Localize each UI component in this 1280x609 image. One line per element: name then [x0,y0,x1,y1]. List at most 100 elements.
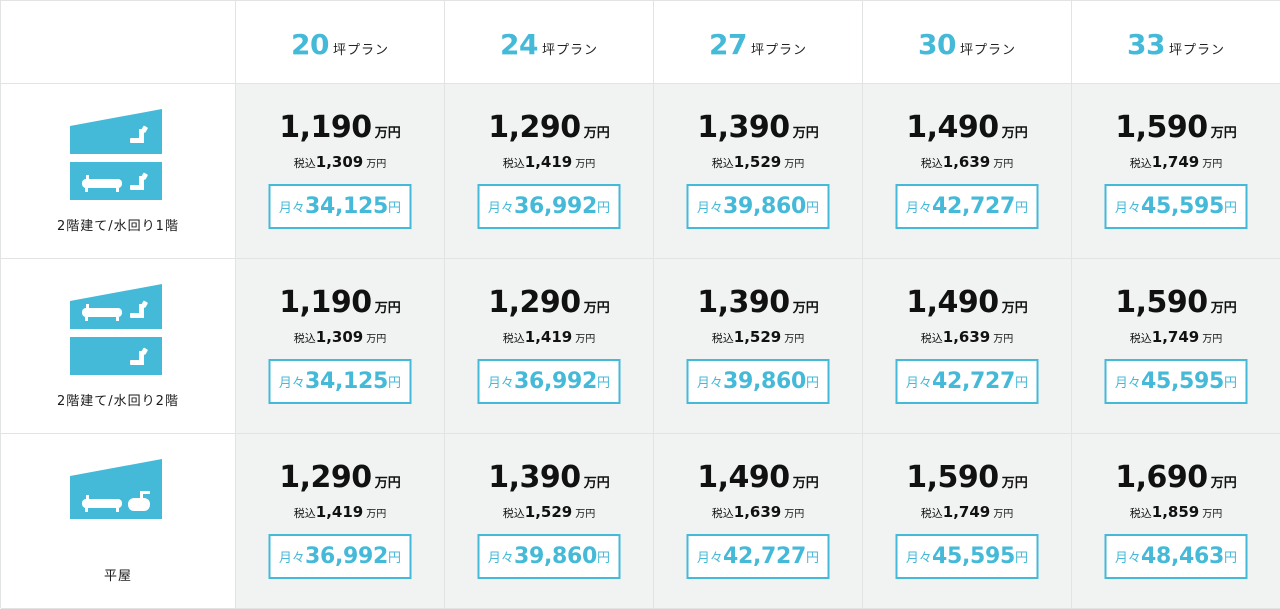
tax-price: 1,419 [315,503,364,521]
tax-price: 1,859 [1151,503,1200,521]
monthly-prefix: 月々 [905,551,932,566]
price-cell: 1,590 万円 税込1,749 万円 月々 45,595 円 [863,434,1072,609]
price-value: 1,390 [488,460,581,495]
two-story-wet-area-first-floor-icon [70,109,162,200]
price-cell: 1,290 万円 税込1,419 万円 月々 36,992 円 [445,259,654,434]
price-unit: 万円 [1001,476,1028,491]
tax-unit: 万円 [1202,509,1223,520]
plan-size: 20 [291,28,329,61]
monthly-amount: 42,727 [931,194,1016,219]
price-unit: 万円 [1210,476,1237,491]
price-unit: 万円 [792,126,819,141]
price-unit: 万円 [374,476,401,491]
monthly-amount: 42,727 [931,369,1016,394]
monthly-unit: 円 [1015,201,1029,216]
tax-price: 1,309 [315,153,364,171]
row-label-text: 平屋 [103,569,132,584]
monthly-prefix: 月々 [487,551,514,566]
tax-prefix: 税込 [1129,507,1152,520]
monthly-prefix: 月々 [1114,201,1141,216]
tax-price: 1,749 [942,503,991,521]
monthly-payment-box: 月々 45,595 円 [1104,184,1248,229]
price-value: 1,490 [697,460,790,495]
monthly-prefix: 月々 [696,376,723,391]
plan-header-20: 20 坪プラン [236,1,445,84]
tax-unit: 万円 [366,334,387,345]
monthly-payment-box: 月々 36,992 円 [477,359,621,404]
plan-unit: 坪プラン [1168,43,1225,58]
monthly-prefix: 月々 [905,376,932,391]
price-value: 1,290 [279,460,372,495]
plan-header-33: 33 坪プラン [1072,1,1280,84]
tax-prefix: 税込 [920,507,943,520]
monthly-payment-box: 月々 42,727 円 [686,534,830,579]
tax-unit: 万円 [575,334,596,345]
price-unit: 万円 [1001,301,1028,316]
single-story-house-icon [70,459,162,519]
monthly-amount: 39,860 [722,369,807,394]
tax-price: 1,639 [942,328,991,346]
tax-prefix: 税込 [711,332,734,345]
monthly-unit: 円 [806,376,820,391]
monthly-unit: 円 [388,376,402,391]
monthly-payment-box: 月々 39,860 円 [686,359,830,404]
price-value: 1,590 [1115,285,1208,320]
tax-prefix: 税込 [502,157,525,170]
price-value: 1,690 [1115,460,1208,495]
monthly-payment-box: 月々 39,860 円 [477,534,621,579]
plan-size: 30 [918,28,956,61]
monthly-prefix: 月々 [905,201,932,216]
price-unit: 万円 [583,476,610,491]
monthly-amount: 36,992 [513,194,598,219]
plan-header-27: 27 坪プラン [654,1,863,84]
price-unit: 万円 [1001,126,1028,141]
monthly-amount: 45,595 [931,544,1016,569]
tax-price: 1,419 [524,153,573,171]
monthly-unit: 円 [597,376,611,391]
monthly-amount: 36,992 [513,369,598,394]
monthly-payment-box: 月々 42,727 円 [895,359,1039,404]
price-cell: 1,490 万円 税込1,639 万円 月々 42,727 円 [654,434,863,609]
tax-unit: 万円 [575,509,596,520]
monthly-unit: 円 [1224,551,1238,566]
tax-price: 1,749 [1151,328,1200,346]
monthly-amount: 34,125 [304,369,389,394]
tax-unit: 万円 [784,334,805,345]
monthly-payment-box: 月々 34,125 円 [268,184,412,229]
price-cell: 1,190 万円 税込1,309 万円 月々 34,125 円 [236,84,445,259]
monthly-amount: 39,860 [722,194,807,219]
row-label-two-story-second-floor: 2階建て/水回り2階 [1,259,236,434]
price-cell: 1,390 万円 税込1,529 万円 月々 39,860 円 [654,259,863,434]
tax-unit: 万円 [993,334,1014,345]
price-cell: 1,590 万円 税込1,749 万円 月々 45,595 円 [1072,259,1280,434]
tax-prefix: 税込 [711,157,734,170]
tax-prefix: 税込 [293,507,316,520]
monthly-unit: 円 [1224,201,1238,216]
monthly-unit: 円 [597,551,611,566]
monthly-prefix: 月々 [1114,551,1141,566]
monthly-unit: 円 [1015,551,1029,566]
price-value: 1,390 [697,285,790,320]
monthly-prefix: 月々 [696,201,723,216]
monthly-payment-box: 月々 42,727 円 [895,184,1039,229]
price-cell: 1,490 万円 税込1,639 万円 月々 42,727 円 [863,84,1072,259]
monthly-prefix: 月々 [278,201,305,216]
two-story-wet-area-second-floor-icon [70,284,162,375]
monthly-amount: 45,595 [1140,194,1225,219]
tax-unit: 万円 [1202,159,1223,170]
monthly-unit: 円 [806,201,820,216]
tax-unit: 万円 [1202,334,1223,345]
table-corner [1,1,236,84]
plan-size: 24 [500,28,538,61]
monthly-payment-box: 月々 36,992 円 [477,184,621,229]
monthly-amount: 36,992 [304,544,389,569]
price-value: 1,590 [906,460,999,495]
monthly-unit: 円 [1224,376,1238,391]
price-cell: 1,490 万円 税込1,639 万円 月々 42,727 円 [863,259,1072,434]
monthly-prefix: 月々 [487,376,514,391]
monthly-payment-box: 月々 48,463 円 [1104,534,1248,579]
monthly-unit: 円 [1015,376,1029,391]
price-unit: 万円 [1210,301,1237,316]
plan-header-24: 24 坪プラン [445,1,654,84]
monthly-prefix: 月々 [278,376,305,391]
